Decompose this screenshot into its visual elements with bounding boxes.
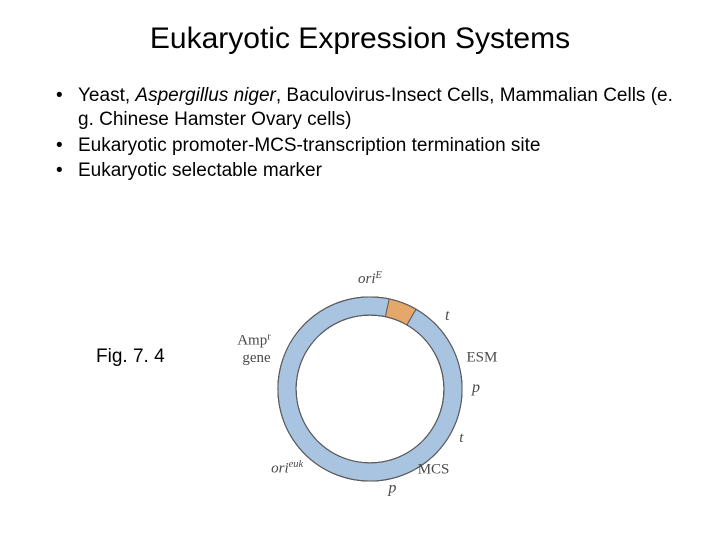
bullet-text-pre: Yeast, [78, 85, 135, 106]
bullet-text-pre: Eukaryotic selectable marker [78, 160, 322, 181]
bullet-text-italic: Aspergillus niger [135, 85, 275, 106]
figure-caption: Fig. 7. 4 [96, 346, 165, 368]
plasmid-label: p [471, 379, 480, 396]
plasmid-label: t [459, 430, 464, 446]
plasmid-label: p [387, 479, 396, 496]
bullet-list: Yeast, Aspergillus niger, Baculovirus-In… [0, 84, 720, 183]
plasmid-label: oriE [358, 270, 383, 287]
plasmid-diagram: oriE t ESM p t MCS p orieuk Amprgene [220, 254, 520, 534]
plasmid-label: t [445, 307, 450, 324]
plasmid-label: Amprgene [237, 331, 271, 366]
list-item: Yeast, Aspergillus niger, Baculovirus-In… [56, 84, 680, 132]
plasmid-label: ESM [466, 350, 497, 366]
bullet-text-pre: Eukaryotic promoter-MCS-transcription te… [78, 135, 541, 156]
list-item: Eukaryotic selectable marker [56, 159, 680, 183]
plasmid-label: MCS [418, 461, 450, 477]
list-item: Eukaryotic promoter-MCS-transcription te… [56, 134, 680, 158]
page-title: Eukaryotic Expression Systems [0, 0, 720, 84]
plasmid-segment [278, 297, 462, 481]
plasmid-label: orieuk [271, 459, 303, 476]
